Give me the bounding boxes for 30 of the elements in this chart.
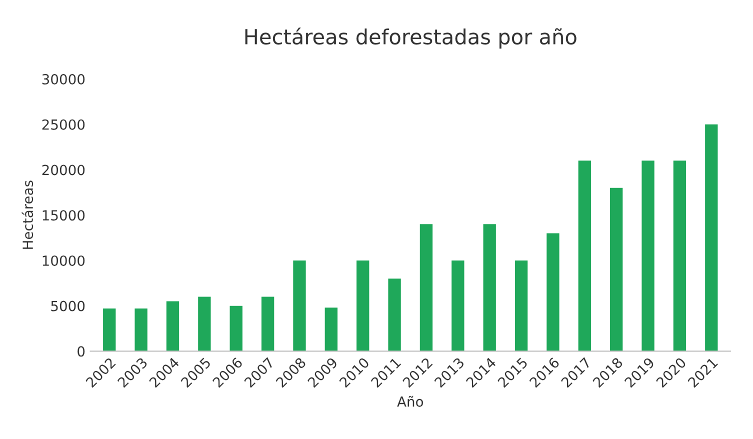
bar xyxy=(483,224,496,352)
bar xyxy=(230,306,242,352)
bar xyxy=(673,160,686,352)
bar xyxy=(610,188,623,352)
bar xyxy=(388,278,401,352)
bar xyxy=(356,260,370,352)
x-axis-title: Año xyxy=(397,396,424,407)
bar xyxy=(324,308,338,352)
y-tick-label: 10000 xyxy=(42,255,85,266)
y-tick-label: 20000 xyxy=(42,164,85,176)
bar xyxy=(420,224,433,352)
bar xyxy=(452,260,464,352)
bar xyxy=(293,260,306,352)
bar xyxy=(261,296,274,352)
bar xyxy=(134,308,148,352)
bar xyxy=(166,301,180,352)
bar xyxy=(514,260,528,352)
y-tick-label: 15000 xyxy=(42,210,85,221)
y-tick-label: 5000 xyxy=(51,300,85,312)
bar xyxy=(705,124,718,352)
bar xyxy=(642,160,654,352)
bar xyxy=(546,233,560,352)
y-tick-label: 25000 xyxy=(42,119,85,130)
y-axis-title: Hectáreas xyxy=(22,180,34,249)
y-tick-label: 30000 xyxy=(42,74,85,84)
chart-title: Hectáreas deforestadas por año xyxy=(245,28,576,49)
bar xyxy=(578,160,591,352)
y-tick-label: 0 xyxy=(78,346,85,357)
bar xyxy=(198,296,211,352)
bar xyxy=(103,308,116,352)
